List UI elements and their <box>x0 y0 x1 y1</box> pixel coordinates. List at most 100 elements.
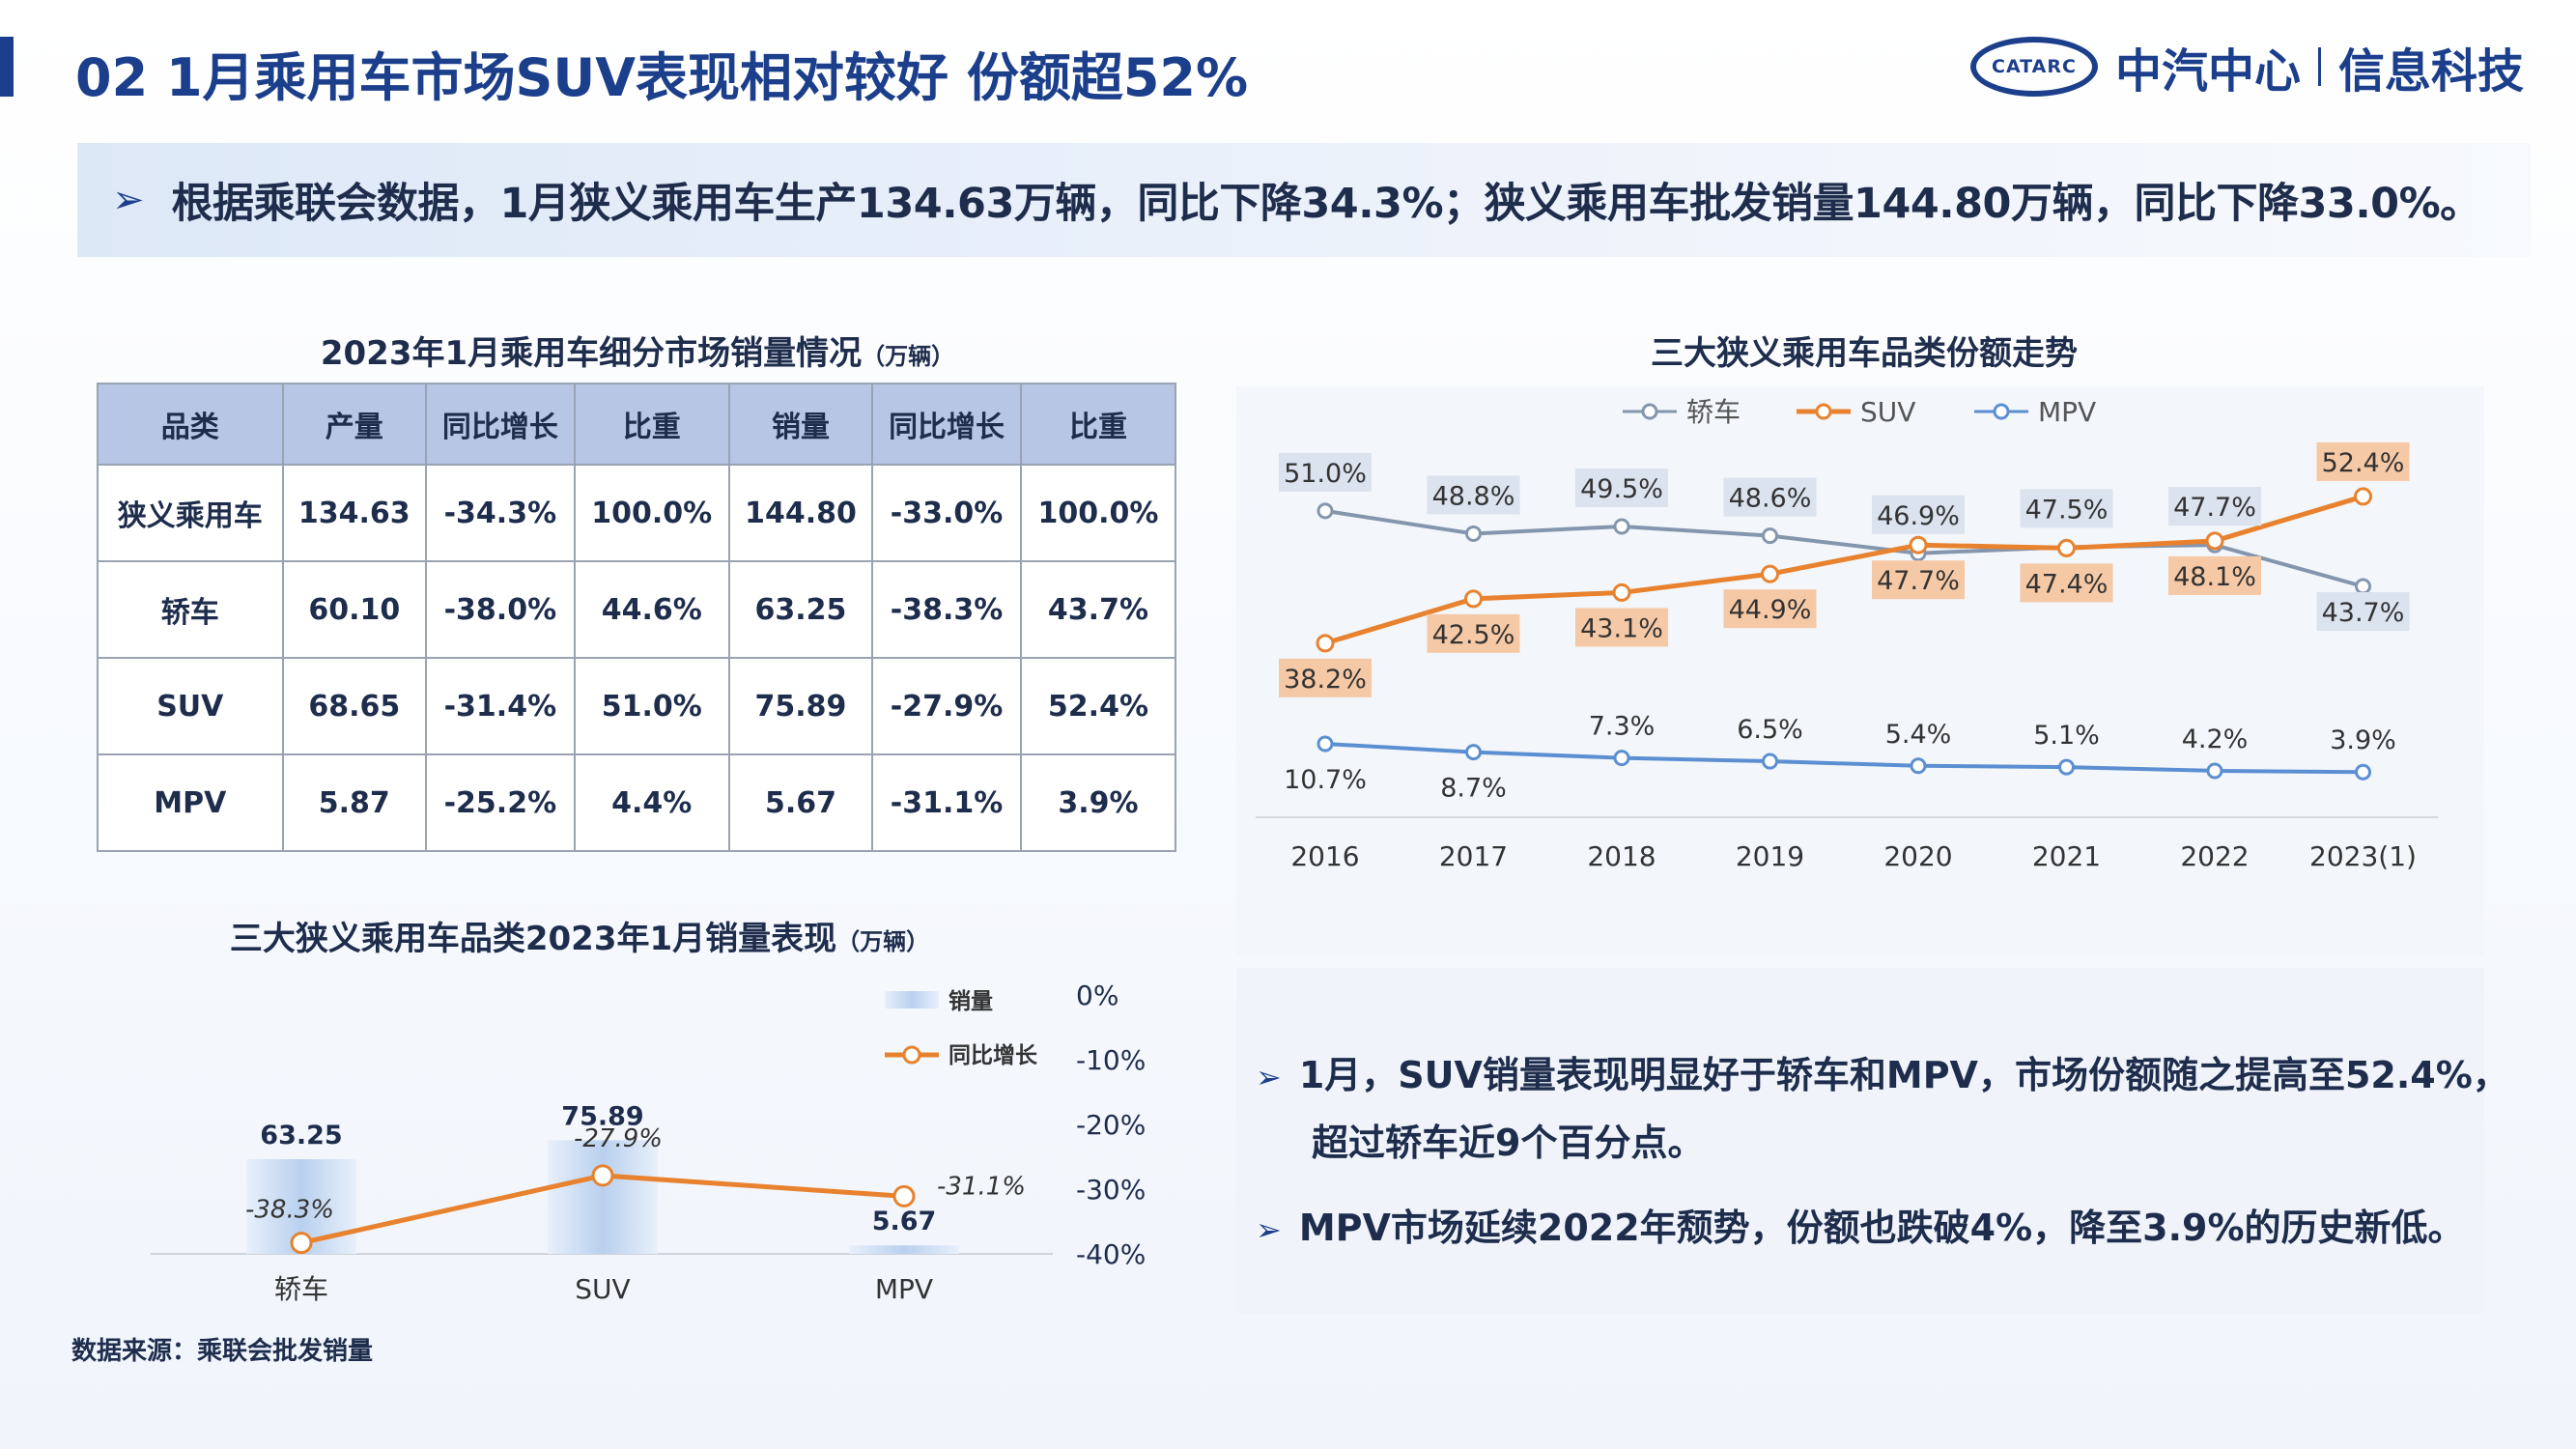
table-cell: 134.63 <box>281 464 428 562</box>
data-source: 数据来源：乘联会批发销量 <box>71 1337 374 1366</box>
data-label: 52.4% <box>2322 448 2405 478</box>
table-cell: -38.0% <box>425 560 576 659</box>
data-label: 10.7% <box>1284 765 1367 795</box>
data-label-box <box>1427 475 1520 515</box>
table-cell: 100.0% <box>1019 464 1177 562</box>
table-cell: 轿车 <box>97 560 284 659</box>
data-point <box>1613 518 1630 535</box>
summary-text: 根据乘联会数据，1月狭义乘用车生产134.63万辆，同比下降34.3%；狭义乘用… <box>171 180 2482 228</box>
table-title: 2023年1月乘用车细分市场销量情况（万辆） <box>97 327 1178 374</box>
table-cell: SUV <box>97 657 284 755</box>
bar <box>548 1140 658 1254</box>
table-cell: -31.1% <box>871 753 1022 852</box>
data-label: 42.5% <box>1432 620 1515 650</box>
table-cell: 144.80 <box>727 464 874 562</box>
table-cell: -27.9% <box>871 657 1022 755</box>
data-point <box>2058 758 2075 776</box>
legend-marker <box>1641 403 1658 420</box>
data-label-box <box>1723 477 1817 517</box>
data-label: 43.1% <box>1580 613 1663 643</box>
data-label-box <box>1279 658 1372 697</box>
x-tick-label: 2017 <box>1439 840 1508 872</box>
legend-bar-swatch <box>885 991 939 1009</box>
note-line: 1月，SUV销量表现明显好于轿车和MPV，市场份额随之提高至52.4%， <box>1298 1054 2509 1096</box>
data-label: 43.7% <box>2322 598 2405 628</box>
data-point <box>2354 487 2372 506</box>
y2-tick-label: -20% <box>1076 1109 1146 1141</box>
data-label-box <box>2020 489 2113 528</box>
data-point <box>1762 527 1778 545</box>
table-cell: 狭义乘用车 <box>97 464 284 562</box>
data-label: 47.5% <box>2025 495 2109 525</box>
data-point <box>1465 525 1482 542</box>
table-cell: MPV <box>97 753 284 852</box>
y2-tick-label: 0% <box>1076 980 1118 1011</box>
table-header-cell: 比重 <box>573 383 730 466</box>
table-cell: 5.87 <box>281 753 428 852</box>
series-line <box>1324 494 2364 646</box>
data-label-box <box>2168 555 2261 595</box>
table-cell: -38.3% <box>871 560 1022 659</box>
table-cell: 44.6% <box>573 560 730 659</box>
table-row: SUV 68.65 -31.4% 51.0% 75.89 -27.9% 52.4… <box>97 657 1177 755</box>
table-cell: 43.7% <box>1019 560 1177 659</box>
data-label: 48.1% <box>2173 562 2256 592</box>
data-point <box>1465 744 1482 761</box>
note-item: ➢ 1月，SUV销量表现明显好于轿车和MPV，市场份额随之提高至52.4%， <box>1256 1045 2509 1098</box>
segment-sales-table: 品类 产量 同比增长 比重 销量 同比增长 比重 狭义乘用车 134.63 -3… <box>97 383 1177 852</box>
summary-banner: ➢ 根据乘联会数据，1月狭义乘用车生产134.63万辆，同比下降34.3%；狭义… <box>77 143 2531 257</box>
x-tick-label: 2018 <box>1587 840 1656 872</box>
data-label: 46.9% <box>1877 501 1960 531</box>
data-point <box>2057 538 2076 557</box>
data-label: 47.7% <box>2173 493 2256 523</box>
bar-value-label: 5.67 <box>872 1207 937 1236</box>
legend-label: MPV <box>2038 396 2096 428</box>
yoy-label: -27.9% <box>574 1124 663 1153</box>
table-cell: -31.4% <box>425 657 576 755</box>
table-row: MPV 5.87 -25.2% 4.4% 5.67 -31.1% 3.9% <box>97 753 1177 852</box>
yoy-label: -31.1% <box>937 1172 1026 1201</box>
data-point <box>1316 735 1334 753</box>
bar-chart-title-text: 三大狭义乘用车品类2023年1月销量表现 <box>229 920 837 958</box>
data-label: 5.1% <box>2033 721 2100 751</box>
x-tick-label: 2023(1) <box>2309 840 2417 872</box>
data-point <box>2205 531 2224 551</box>
data-label-box <box>1427 613 1520 653</box>
bar-chart-title: 三大狭义乘用车品类2023年1月销量表现（万辆） <box>97 912 1062 959</box>
data-label-box <box>1872 495 1965 534</box>
logo-subtitle: 信息科技 <box>2337 44 2524 99</box>
table-header-cell: 比重 <box>1019 383 1177 466</box>
data-label: 7.3% <box>1589 712 1656 742</box>
table-header-cell: 品类 <box>97 383 284 466</box>
arrow-bullet-icon: ➢ <box>1256 1059 1282 1095</box>
y2-tick-label: -40% <box>1076 1238 1146 1270</box>
data-label: 5.4% <box>1885 720 1952 750</box>
sales-bar-chart: 63.25 轿车 75.89 SUV 5.67 MPV -38.3% -27.9% -31.1%… <box>151 980 1146 1305</box>
logo: CATARC 中汽中心 信息科技 <box>1969 33 2524 100</box>
line-chart-title: 三大狭义乘用车品类份额走势 <box>1651 334 2078 373</box>
table-cell: 4.4% <box>573 753 730 852</box>
data-point <box>1612 582 1631 602</box>
table-header-cell: 同比增长 <box>871 383 1022 466</box>
table-header-row: 品类 产量 同比增长 比重 销量 同比增长 比重 <box>97 383 1177 466</box>
x-tick-label: 2016 <box>1290 840 1359 872</box>
table-cell: 75.89 <box>727 657 874 755</box>
table-cell: 60.10 <box>281 560 428 659</box>
data-point <box>1762 753 1778 770</box>
series-line <box>1324 508 2364 588</box>
note-item: ➢ MPV市场延续2022年颓势，份额也跌破4%，降至3.9%的历史新低。 <box>1256 1198 2465 1251</box>
table-row: 轿车 60.10 -38.0% 44.6% 63.25 -38.3% 43.7% <box>97 560 1177 659</box>
table-cell: 63.25 <box>727 560 874 659</box>
data-point <box>1316 634 1335 653</box>
legend-marker <box>1815 403 1832 420</box>
data-point <box>1909 535 1928 554</box>
y2-tick-label: -10% <box>1076 1044 1146 1076</box>
data-label-box <box>1723 589 1817 629</box>
x-tick-label: 2019 <box>1736 840 1804 872</box>
note-line: MPV市场延续2022年颓势，份额也跌破4%，降至3.9%的历史新低。 <box>1298 1207 2465 1249</box>
bar-value-label: 63.25 <box>260 1121 342 1151</box>
data-label: 48.6% <box>1729 484 1812 514</box>
table-header-cell: 产量 <box>281 383 428 466</box>
data-label: 51.0% <box>1284 459 1367 489</box>
legend-label: SUV <box>1860 396 1915 428</box>
